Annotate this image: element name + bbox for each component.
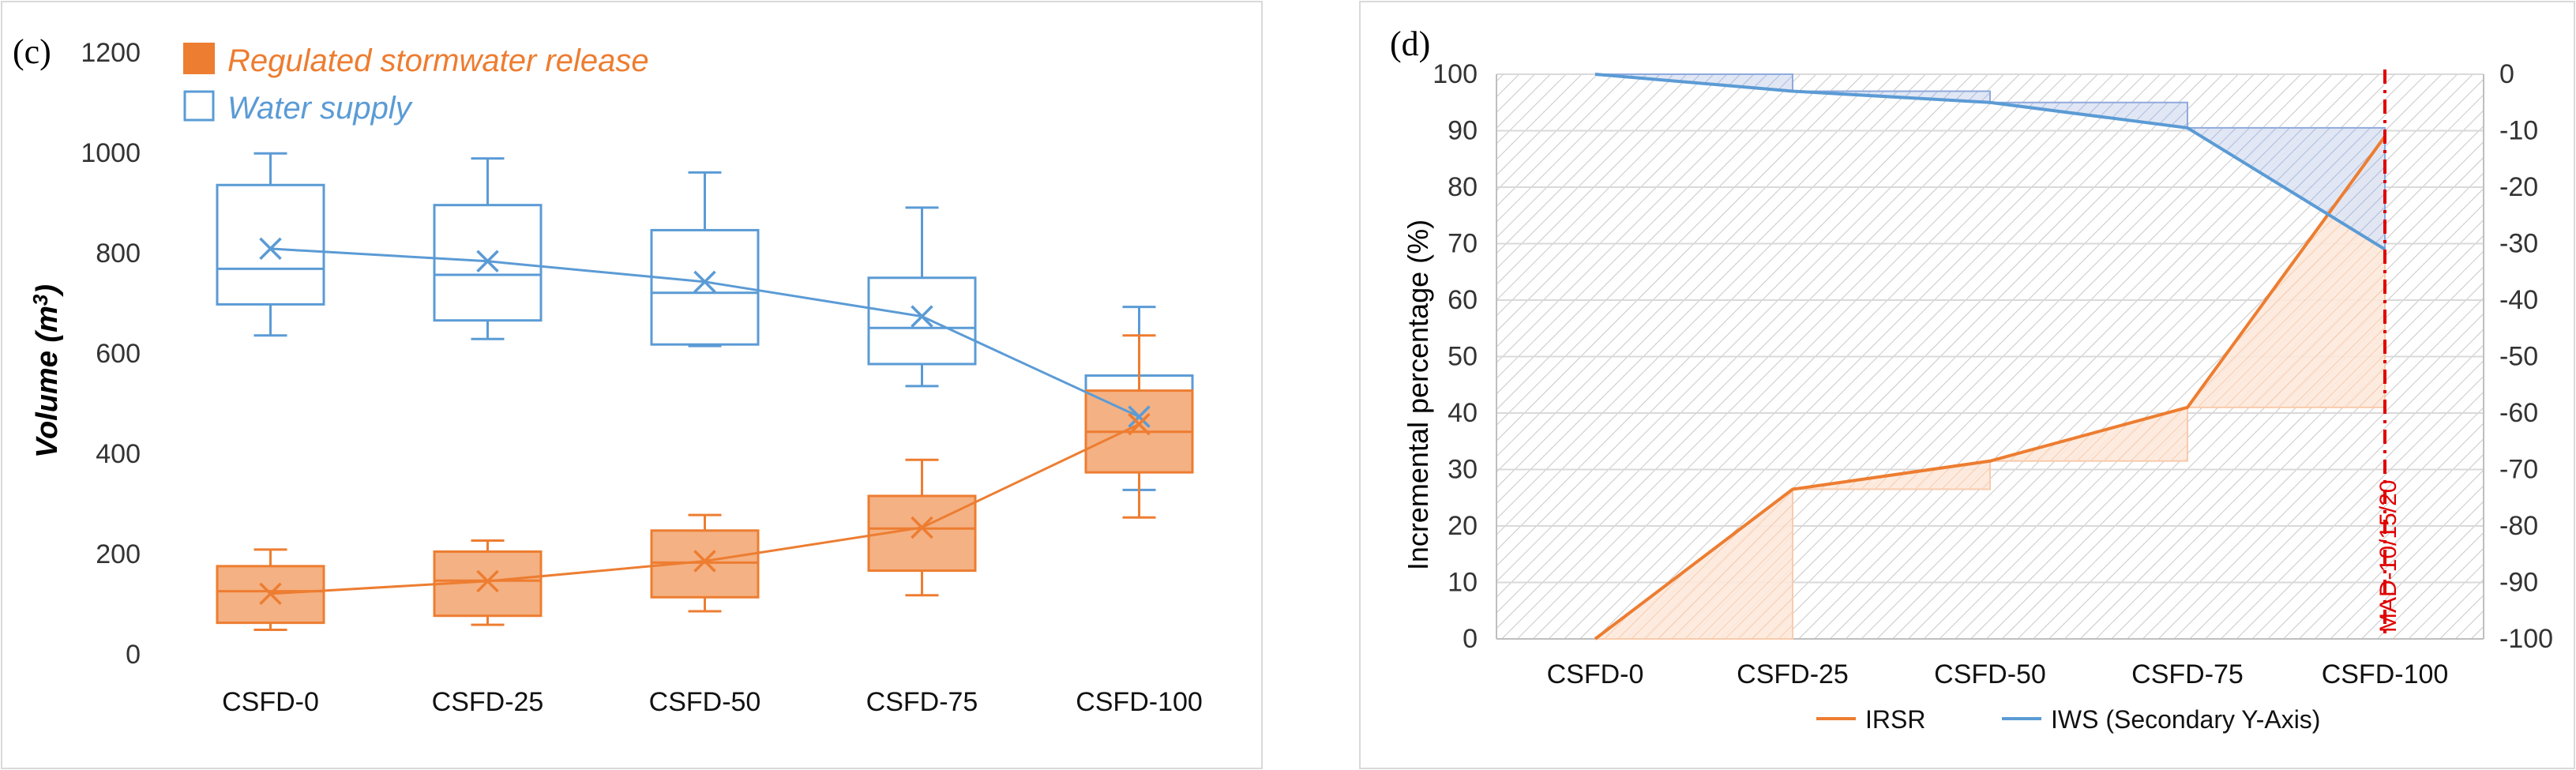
y2-tick-label: -50 — [2499, 342, 2538, 372]
mean-marker-stroke — [476, 569, 499, 593]
mean-marker-supply — [911, 305, 933, 328]
y-tick-label: 600 — [96, 339, 141, 369]
y-tick-label: 400 — [96, 439, 141, 469]
legend-label-iws: IWS (Secondary Y-Axis) — [2051, 705, 2320, 734]
y2-tick-label: -60 — [2499, 398, 2538, 428]
y-tick-label: 30 — [1448, 455, 1478, 485]
box-release — [216, 548, 325, 632]
iws-step-outline — [1793, 90, 1991, 103]
mad-annotation: MAD-10/15/20 — [2375, 480, 2401, 633]
y-tick-label: 10 — [1448, 568, 1478, 598]
mean-marker-release — [259, 582, 282, 606]
mean-marker-stroke — [259, 582, 282, 606]
mean-marker-stroke — [1128, 412, 1151, 436]
box-supply — [216, 152, 325, 337]
box-iqr — [433, 204, 543, 322]
x-category-label: CSFD-50 — [649, 687, 761, 717]
y2-tick-label: -40 — [2499, 285, 2538, 315]
line-irsr — [1594, 135, 2386, 640]
y-tick-label: 50 — [1448, 342, 1478, 372]
y-tick-label: 80 — [1448, 172, 1478, 202]
y2-tick-label: -20 — [2499, 172, 2538, 202]
mean-marker-stroke — [693, 270, 716, 294]
box-release — [650, 513, 760, 613]
x-category-label: CSFD-50 — [1934, 659, 2046, 689]
legend-label-release: Regulated stormwater release — [227, 43, 649, 78]
legend-label-irsr: IRSR — [1865, 705, 1925, 734]
box-release — [1084, 334, 1194, 519]
mean-marker-stroke — [911, 305, 933, 328]
box-iqr — [650, 228, 760, 346]
y2-tick-label: -70 — [2499, 455, 2538, 485]
y2-tick-label: -10 — [2499, 116, 2538, 146]
legend: IRSR IWS (Secondary Y-Axis) — [1816, 705, 2320, 734]
y-tick-label: 60 — [1448, 285, 1478, 315]
boxplot-chart: (c) 0 200 400 600 800 1000 1200 CSFD-0 CSFD-25 C… — [1, 1, 1263, 769]
mean-marker-supply — [693, 270, 716, 294]
mean-marker-stroke — [1128, 405, 1151, 428]
x-category-label: CSFD-75 — [2131, 659, 2244, 689]
panel-d-linechart: (d) MAD-10/15/20 0 10 20 30 40 50 60 70 80 90 100 -1… — [1358, 0, 2576, 770]
y-tick-label: 20 — [1448, 511, 1478, 541]
line-iws — [1594, 73, 2386, 251]
y-axis-title: Volume (m3) — [28, 284, 64, 458]
iws-step-outline — [2187, 126, 2386, 250]
irsr-step-outline — [1595, 489, 1793, 640]
box-iqr — [216, 183, 325, 306]
x-category-label: CSFD-0 — [222, 687, 319, 717]
box-iqr — [867, 276, 977, 366]
legend-label-supply: Water supply — [227, 91, 414, 126]
y2-tick-label: 0 — [2499, 59, 2514, 89]
y2-tick-label: -80 — [2499, 511, 2538, 541]
iws-step-outline — [1595, 73, 1793, 92]
mean-marker-supply — [1128, 405, 1151, 428]
y2-tick-label: -90 — [2499, 568, 2538, 598]
mean-marker-release — [476, 569, 499, 593]
x-category-label: CSFD-25 — [1737, 659, 1849, 689]
x-category-label: CSFD-100 — [2322, 659, 2449, 689]
box-supply — [650, 171, 760, 347]
iws-step-outline — [1990, 101, 2188, 128]
legend-swatch-supply — [183, 90, 215, 122]
y-tick-label: 1000 — [81, 138, 141, 168]
x-category-label: CSFD-75 — [866, 687, 978, 717]
mean-marker-release — [911, 516, 933, 539]
mean-marker-supply — [476, 250, 499, 273]
box-supply — [867, 206, 977, 388]
y-tick-label: 0 — [126, 640, 141, 670]
mean-marker-release — [1128, 412, 1151, 436]
y2-tick-label: -30 — [2499, 229, 2538, 259]
legend: Regulated stormwater release Water suppl… — [183, 43, 649, 126]
y-tick-label: 1200 — [81, 38, 141, 68]
x-category-label: CSFD-100 — [1076, 687, 1203, 717]
irsr-step-outline — [1793, 460, 1991, 490]
panel-label: (c) — [13, 32, 51, 71]
y-tick-label: 100 — [1433, 59, 1478, 89]
y-tick-label: 40 — [1448, 398, 1478, 428]
x-category-label: CSFD-0 — [1547, 659, 1644, 689]
y-tick-label: 90 — [1448, 116, 1478, 146]
mean-marker-stroke — [259, 237, 282, 261]
y-tick-label: 200 — [96, 539, 141, 569]
legend-swatch-release — [183, 43, 215, 74]
mean-marker-stroke — [476, 250, 499, 273]
y-tick-label: 0 — [1463, 624, 1478, 654]
mean-marker-stroke — [693, 550, 716, 573]
y-axis-title: Incremental percentage (%) — [1402, 220, 1434, 570]
y2-tick-label: -100 — [2499, 624, 2553, 654]
irsr-step-outline — [1990, 407, 2188, 462]
box-supply — [433, 157, 543, 340]
line-chart: (d) MAD-10/15/20 0 10 20 30 40 50 60 70 80 90 100 -1… — [1359, 1, 2575, 769]
panel-c-boxplot: (c) 0 200 400 600 800 1000 1200 CSFD-0 CSFD-25 C… — [0, 0, 1264, 770]
y-tick-label: 800 — [96, 239, 141, 269]
panel-label: (d) — [1390, 24, 1430, 63]
mean-marker-supply — [259, 237, 282, 261]
mean-marker-stroke — [911, 516, 933, 539]
chart-frame — [1, 1, 1263, 769]
y-tick-label: 70 — [1448, 229, 1478, 259]
x-category-label: CSFD-25 — [432, 687, 544, 717]
mean-marker-release — [693, 550, 716, 573]
